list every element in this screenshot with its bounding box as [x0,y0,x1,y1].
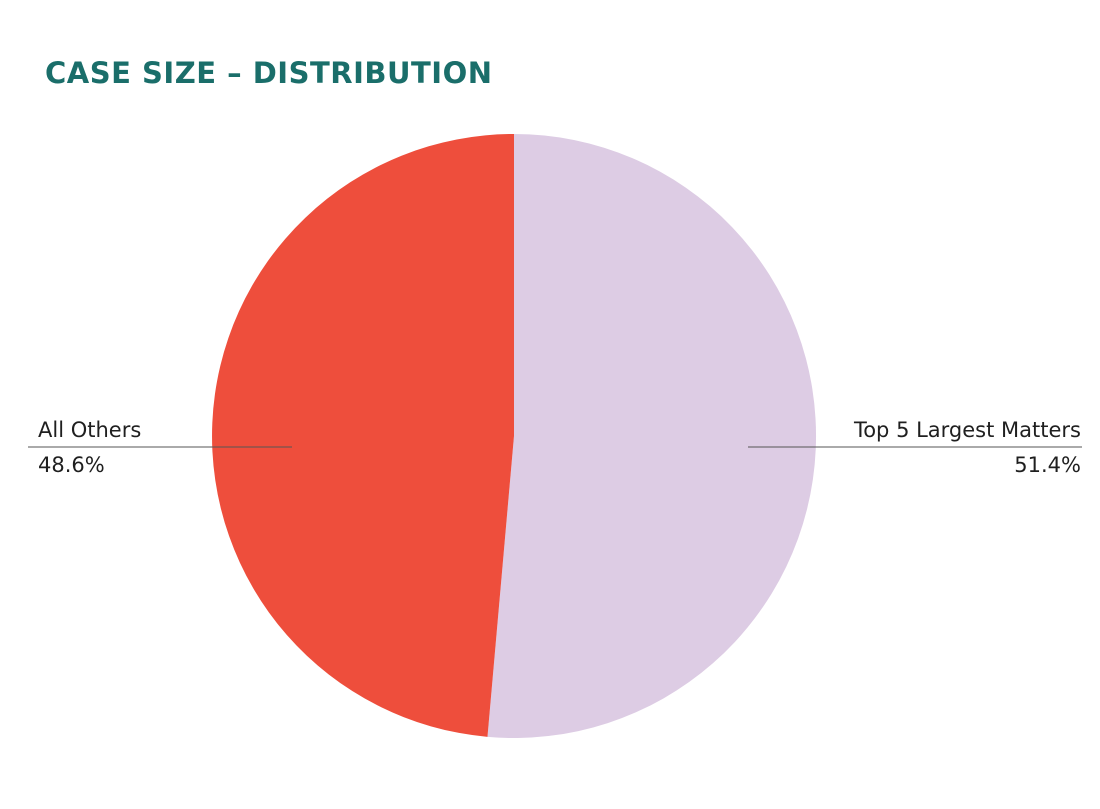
pie-slices [212,134,817,738]
pie-slice-all-others [212,134,515,737]
pie-slice-top-5-largest-matters [487,134,817,738]
chart-title: CASE SIZE – DISTRIBUTION [45,56,493,90]
slice-labels: Top 5 Largest Matters 51.4% All Others 48.6… [28,418,1082,477]
slice-label-all-others: All Others [38,418,141,442]
slice-value-all-others: 48.6% [38,453,105,477]
slice-label-top-5-largest-matters: Top 5 Largest Matters [853,418,1081,442]
slice-value-top-5-largest-matters: 51.4% [1014,453,1081,477]
